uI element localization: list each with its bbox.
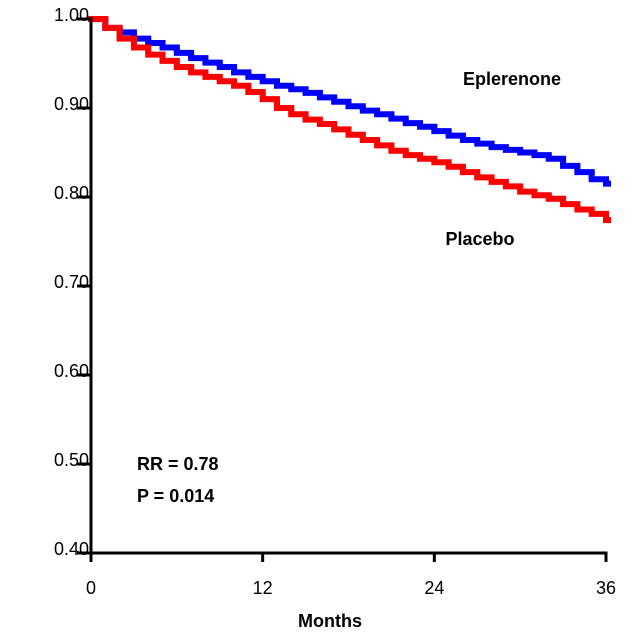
annotation: RR = 0.78 xyxy=(137,454,219,474)
x-tick-label: 12 xyxy=(253,578,273,598)
x-tick-label: 24 xyxy=(424,578,444,598)
y-tick-label: 0.80 xyxy=(54,183,89,203)
y-tick-label: 1.00 xyxy=(54,5,89,25)
series-label: Eplerenone xyxy=(463,69,561,89)
y-tick-label: 0.70 xyxy=(54,272,89,292)
y-tick-label: 0.60 xyxy=(54,361,89,381)
annotation: P = 0.014 xyxy=(137,486,214,506)
x-axis-title: Months xyxy=(298,611,362,631)
x-tick-label: 36 xyxy=(596,578,616,598)
y-tick-label: 0.50 xyxy=(54,450,89,470)
y-tick-label: 0.90 xyxy=(54,94,89,114)
series-label: Placebo xyxy=(445,229,514,249)
x-tick-label: 0 xyxy=(86,578,96,598)
y-tick-label: 0.40 xyxy=(54,539,89,559)
